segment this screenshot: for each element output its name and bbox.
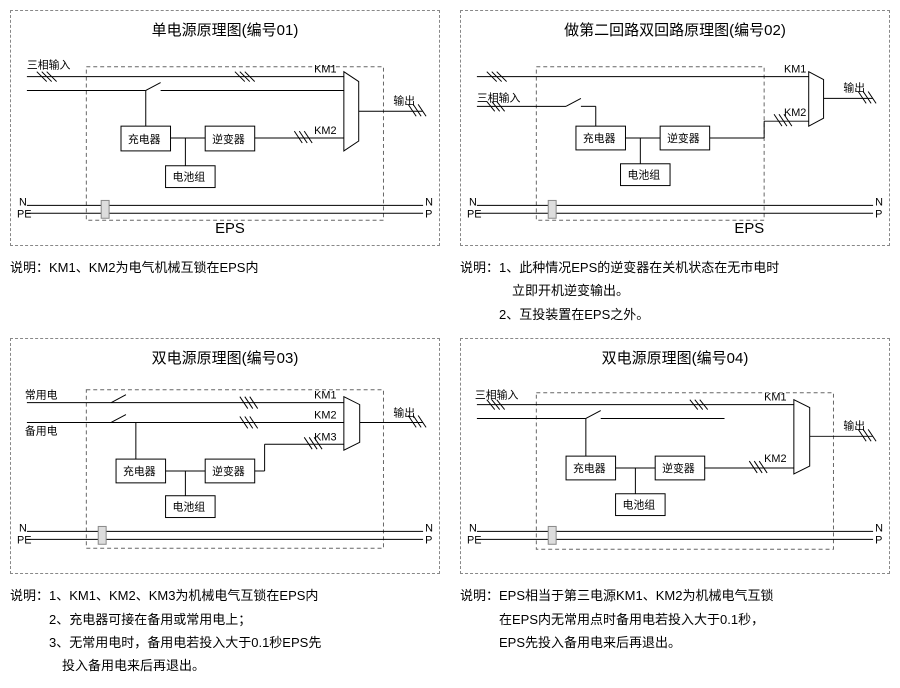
lbl-pe-r: PE [875,534,883,546]
note-04-2: 在EPS内无常用点时备用电若投入大于0.1秒， [460,608,890,631]
lbl-battery: 电池组 [623,498,656,512]
panel-02-notes: 说明：1、此种情况EPS的逆变器在关机状态在无市电时 立即开机逆变输出。 2、互… [460,256,890,326]
lbl-pe-r: PE [425,208,433,220]
cell-02: 做第二回路双回路原理图(编号02) [460,10,890,326]
panel-02-diagram: 三相输入 KM1 KM2 输出 充电器 逆变器 电池组 N PE N PE EP… [467,46,883,239]
cell-03: 双电源原理图(编号03) [10,338,440,678]
lbl-output: 输出 [843,80,865,94]
lbl-charger: 充电器 [573,461,606,475]
panel-01: 单电源原理图(编号01) [10,10,440,246]
lbl-battery: 电池组 [627,168,660,182]
lbl-n-r: N [875,196,883,208]
panel-02-title: 做第二回路双回路原理图(编号02) [467,19,883,40]
panel-01-title: 单电源原理图(编号01) [17,19,433,40]
note-03-1: 说明：1、KM1、KM2、KM3为机械电气互锁在EPS内 [10,584,440,607]
lbl-charger: 充电器 [583,131,616,145]
panel-04: 双电源原理图(编号04) [460,338,890,574]
lbl-n-l: N [469,523,477,535]
lbl-pe-r: PE [875,208,883,220]
lbl-n-r: N [425,196,433,208]
note-03-4: 投入备用电来后再退出。 [10,654,440,677]
panel-04-notes: 说明：EPS相当于第三电源KM1、KM2为机械电气互锁 在EPS内无常用点时备用… [460,584,890,654]
lbl-n-r: N [425,523,433,535]
lbl-km1: KM1 [314,64,336,76]
lbl-eps: EPS [734,221,764,236]
lbl-km2: KM2 [314,410,336,422]
note-02-3: 2、互投装置在EPS之外。 [460,303,890,326]
note-03-3: 3、无常用电时，备用电若投入大于0.1秒EPS先 [10,631,440,654]
lbl-eps: EPS [215,221,245,236]
lbl-n-l: N [19,196,27,208]
diagram-grid: 单电源原理图(编号01) [10,10,890,678]
note-02-1: 说明：1、此种情况EPS的逆变器在关机状态在无市电时 [460,256,890,279]
lbl-pe-l: PE [467,208,482,220]
lbl-km1: KM1 [784,64,806,76]
lbl-charger: 充电器 [123,464,156,478]
lbl-inverter: 逆变器 [212,132,245,146]
panel-03: 双电源原理图(编号03) [10,338,440,574]
panel-02: 做第二回路双回路原理图(编号02) [460,10,890,246]
lbl-inverter: 逆变器 [662,461,695,475]
lbl-km2: KM2 [764,453,786,465]
lbl-pe-l: PE [17,534,32,546]
panel-04-diagram: 三相输入 KM1 KM2 输出 充电器 逆变器 电池组 N PE N PE [467,374,883,567]
panel-01-diagram: 三相输入 KM1 KM2 输出 充电器 逆变器 电池组 N PE N PE EP… [17,46,433,239]
lbl-inverter: 逆变器 [667,131,700,145]
lbl-km2: KM2 [314,125,336,137]
lbl-output: 输出 [843,419,865,433]
lbl-battery: 电池组 [173,170,206,184]
lbl-pe-r: PE [425,534,433,546]
lbl-backup: 备用电 [25,424,58,438]
lbl-battery: 电池组 [173,500,206,514]
panel-03-diagram: 常用电 备用电 KM1 KM2 KM3 输出 充电器 逆变器 电池组 N PE … [17,374,433,567]
lbl-n-l: N [469,196,477,208]
note-04-3: EPS先投入备用电来后再退出。 [460,631,890,654]
lbl-n-r: N [875,523,883,535]
lbl-pe-l: PE [467,534,482,546]
lbl-n-l: N [19,523,27,535]
note-01-1: 说明：KM1、KM2为电气机械互锁在EPS内 [10,256,440,279]
lbl-km1: KM1 [764,392,786,404]
lbl-km2: KM2 [784,107,806,119]
panel-01-notes: 说明：KM1、KM2为电气机械互锁在EPS内 [10,256,440,279]
note-03-2: 2、充电器可接在备用或常用电上； [10,608,440,631]
lbl-output: 输出 [393,406,415,420]
lbl-input: 三相输入 [477,90,521,104]
lbl-output: 输出 [393,93,415,107]
panel-04-title: 双电源原理图(编号04) [467,347,883,368]
lbl-input: 三相输入 [475,388,519,402]
lbl-charger: 充电器 [128,132,161,146]
lbl-normal: 常用电 [25,389,58,402]
cell-01: 单电源原理图(编号01) [10,10,440,326]
lbl-input: 三相输入 [27,58,71,72]
note-04-1: 说明：EPS相当于第三电源KM1、KM2为机械电气互锁 [460,584,890,607]
lbl-km3: KM3 [314,431,336,443]
panel-03-title: 双电源原理图(编号03) [17,347,433,368]
lbl-inverter: 逆变器 [212,464,245,478]
cell-04: 双电源原理图(编号04) [460,338,890,678]
lbl-pe-l: PE [17,208,32,220]
lbl-km1: KM1 [314,390,336,402]
note-02-2: 立即开机逆变输出。 [460,279,890,302]
